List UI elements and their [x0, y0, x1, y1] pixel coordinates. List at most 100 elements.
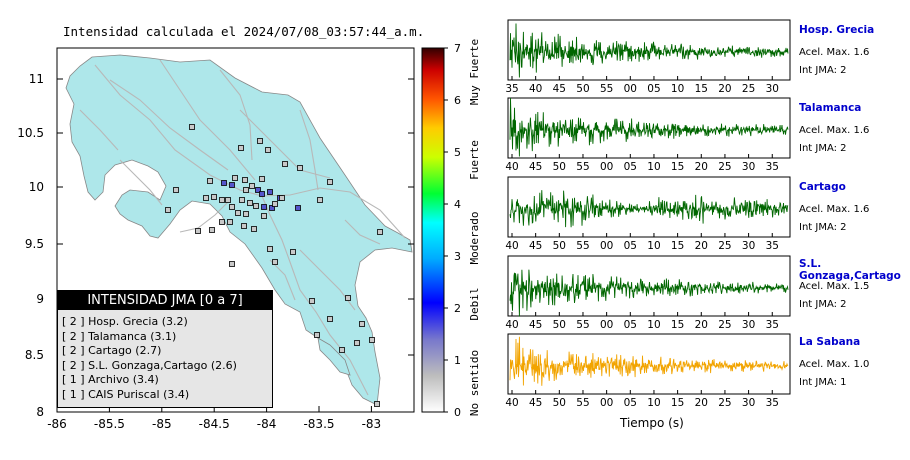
road-network: [79, 59, 406, 396]
seismogram-trace: [509, 97, 789, 157]
time-tick-label: 10: [647, 161, 660, 173]
colorbar-tick-label: 7: [454, 42, 461, 55]
station-marker: [251, 226, 257, 232]
station-markers: [165, 124, 383, 407]
time-tick-label: 55: [600, 83, 613, 95]
time-tick-label: 15: [671, 161, 684, 173]
seismogram-panel: 40 45 50 55 00 05 10 15 20 25 30 35: [505, 176, 791, 252]
station-marker: [209, 227, 215, 233]
time-tick-label: 45: [553, 83, 566, 95]
time-tick-label: 50: [553, 319, 566, 331]
time-tick-label: 50: [576, 83, 589, 95]
legend-title: INTENSIDAD JMA [0 a 7]: [58, 291, 272, 310]
station-marker: [309, 298, 315, 304]
time-tick-label: 30: [742, 161, 755, 173]
station-max-acceleration: Acel. Max. 1.6: [799, 204, 870, 215]
station-marker: [247, 200, 253, 206]
station-marker: [219, 219, 225, 225]
legend-item: [ 1 ] CAIS Puriscal (3.4): [62, 387, 190, 401]
station-marker: [369, 337, 375, 343]
colorbar-tick-label: 4: [454, 198, 461, 211]
station-marker: [272, 201, 278, 207]
time-tick-label: 40: [505, 240, 518, 252]
time-tick-label: 55: [576, 161, 589, 173]
time-tick-label: 55: [576, 397, 589, 409]
seismogram-trace: [509, 190, 789, 228]
station-marker: [314, 332, 320, 338]
map-axes: -86 -85.5 -85 -84.5 -84 -83.5 -83 11 10.5 10 9.5 9 8…: [17, 72, 414, 431]
time-tick-label: 30: [742, 240, 755, 252]
seismogram-trace: [509, 336, 789, 386]
time-tick-label: 10: [647, 240, 660, 252]
station-jma-intensity: Int JMA: 2: [799, 222, 847, 233]
y-tick-label: 10.5: [17, 126, 44, 140]
map-title: Intensidad calculada el 2024/07/08_03:57…: [63, 24, 425, 39]
time-tick-label: 20: [718, 83, 731, 95]
time-tick-label: 00: [600, 397, 613, 409]
road: [239, 109, 331, 179]
station-name: Talamanca: [799, 102, 862, 114]
x-tick-label: -84.5: [199, 417, 230, 431]
time-tick-label: 30: [742, 397, 755, 409]
station-marker: [269, 205, 275, 211]
station-marker: [165, 207, 171, 213]
time-tick-label: 55: [576, 319, 589, 331]
time-tick-label: 50: [553, 397, 566, 409]
station-marker: [221, 180, 227, 186]
road: [299, 109, 319, 191]
time-tick-label: 35: [766, 161, 779, 173]
x-tick-label: -86: [47, 417, 67, 431]
time-tick-label: 20: [695, 319, 708, 331]
time-tick-label: 20: [695, 161, 708, 173]
station-marker: [259, 176, 265, 182]
colorbar-tick-label: 1: [454, 354, 461, 367]
y-tick-label: 10: [29, 180, 44, 194]
colorbar-tick-label: 2: [454, 302, 461, 315]
time-tick-label: 35: [766, 240, 779, 252]
station-marker: [339, 347, 345, 353]
station-marker: [235, 210, 241, 216]
road: [269, 259, 296, 301]
legend-item: [ 2 ] S.L. Gonzaga,Cartago (2.6): [62, 358, 237, 372]
land-layer: [65, 54, 413, 406]
time-tick-label: 00: [600, 319, 613, 331]
seismogram-panel: 40 45 50 55 00 05 10 15 20 25 30 35: [505, 333, 791, 409]
seismogram-panels: 35 40 45 50 55 00 05 10 15 20 25 30 40 45 50 55 00 05 10 15…: [505, 19, 791, 409]
station-marker: [242, 177, 248, 183]
station-marker: [211, 194, 217, 200]
station-marker: [195, 228, 201, 234]
station-marker: [374, 401, 380, 407]
station-marker: [282, 161, 288, 167]
station-max-acceleration: Acel. Max. 1.5: [799, 281, 870, 292]
time-tick-label: 20: [695, 240, 708, 252]
time-tick-label: 25: [718, 240, 731, 252]
time-tick-label: 25: [718, 397, 731, 409]
station-name: Cartago: [799, 181, 846, 193]
panel-frame: [507, 333, 791, 395]
legend-item: [ 2 ] Talamanca (3.1): [62, 329, 177, 343]
osa-peninsula: [317, 337, 351, 376]
time-tick-label: 30: [766, 83, 779, 95]
station-marker: [243, 187, 249, 193]
seismogram-trace: [509, 269, 789, 317]
station-name: La Sabana: [799, 336, 861, 348]
road: [261, 187, 406, 239]
seismogram-trace: [509, 23, 789, 78]
station-marker: [327, 179, 333, 185]
time-tick-label: 40: [505, 397, 518, 409]
station-marker: [229, 261, 235, 267]
station-marker: [189, 124, 195, 130]
colorbar-tick-label: 6: [454, 94, 461, 107]
time-tick-label: 05: [624, 319, 637, 331]
time-tick-label: 25: [718, 319, 731, 331]
station-marker: [203, 195, 209, 201]
time-tick-label: 50: [553, 240, 566, 252]
road: [79, 109, 119, 151]
station-marker: [290, 249, 296, 255]
time-tick-label: 15: [671, 397, 684, 409]
time-tick-label: 25: [718, 161, 731, 173]
time-tick-label: 10: [647, 397, 660, 409]
y-tick-label: 9: [36, 292, 44, 306]
station-name: S.L. Gonzaga,Cartago: [799, 258, 901, 282]
station-marker: [227, 219, 233, 225]
